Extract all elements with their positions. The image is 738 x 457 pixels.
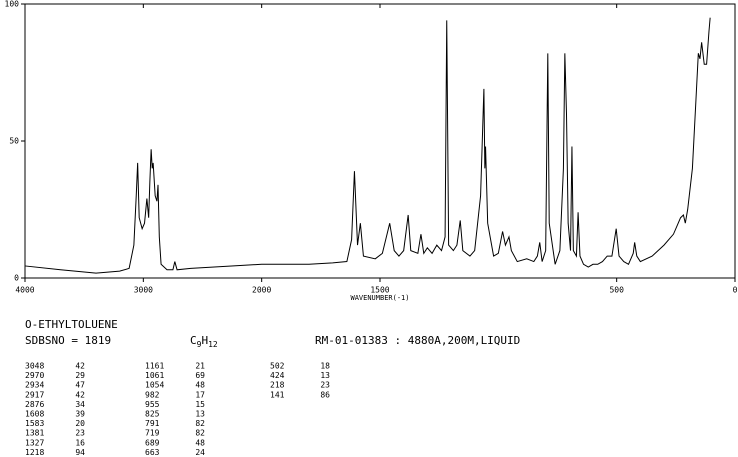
peak-intensity: 18: [320, 362, 330, 371]
y-tick-label: 0: [14, 274, 19, 283]
formula-part: 12: [208, 340, 218, 349]
peak-wavenumber: 1054: [145, 381, 164, 390]
peak-wavenumber: 2970: [25, 371, 44, 380]
peak-wavenumber: 689: [145, 438, 160, 447]
peak-intensity: 13: [320, 371, 330, 380]
peak-wavenumber: 663: [145, 448, 160, 457]
peak-wavenumber: 719: [145, 429, 160, 438]
peak-intensity: 94: [75, 448, 85, 457]
formula-part: C: [190, 334, 197, 347]
x-tick-label: 0: [733, 286, 738, 295]
peak-wavenumber: 502: [270, 362, 285, 371]
compound-name: O-ETHYLTOLUENE: [25, 318, 118, 331]
peak-intensity: 16: [75, 438, 85, 447]
peak-wavenumber: 218: [270, 381, 285, 390]
peak-intensity: 13: [195, 410, 205, 419]
formula-part: H: [201, 334, 208, 347]
peak-intensity: 23: [320, 381, 330, 390]
peak-intensity: 82: [195, 429, 205, 438]
x-tick-label: 500: [609, 286, 624, 295]
peak-wavenumber: 1381: [25, 429, 44, 438]
peak-intensity: 24: [195, 448, 205, 457]
peak-wavenumber: 2917: [25, 390, 44, 399]
conditions: RM-01-01383 : 4880A,200M,LIQUID: [315, 334, 520, 347]
peak-wavenumber: 1327: [25, 438, 44, 447]
peak-intensity: 21: [195, 362, 205, 371]
peak-wavenumber: 141: [270, 390, 285, 399]
y-tick-label: 50: [9, 137, 19, 146]
peak-intensity: 69: [195, 371, 205, 380]
peak-wavenumber: 1583: [25, 419, 44, 428]
peak-intensity: 42: [75, 390, 85, 399]
peak-intensity: 20: [75, 419, 85, 428]
peak-intensity: 15: [195, 400, 205, 409]
peak-wavenumber: 2876: [25, 400, 44, 409]
plot-frame: [24, 3, 736, 279]
peak-intensity: 47: [75, 381, 85, 390]
peak-intensity: 34: [75, 400, 85, 409]
peak-wavenumber: 1218: [25, 448, 44, 457]
peak-wavenumber: 1161: [145, 362, 164, 371]
peak-wavenumber: 1061: [145, 371, 164, 380]
peak-intensity: 82: [195, 419, 205, 428]
peak-wavenumber: 3048: [25, 362, 44, 371]
peak-wavenumber: 955: [145, 400, 160, 409]
sdbs-number: SDBSNO = 1819: [25, 334, 111, 347]
peak-intensity: 86: [320, 390, 330, 399]
peak-wavenumber: 424: [270, 371, 285, 380]
x-tick-label: 4000: [15, 286, 34, 295]
x-tick-label: 1500: [370, 286, 389, 295]
peak-intensity: 17: [195, 390, 205, 399]
formula: C9H12: [190, 334, 218, 349]
peak-intensity: 48: [195, 381, 205, 390]
formula-part: 9: [197, 340, 202, 349]
peak-wavenumber: 982: [145, 390, 160, 399]
peak-wavenumber: 791: [145, 419, 160, 428]
peak-intensity: 42: [75, 362, 85, 371]
x-tick-label: 2000: [252, 286, 271, 295]
spectrum-line: [24, 17, 711, 274]
peak-intensity: 48: [195, 438, 205, 447]
y-tick-label: 100: [5, 0, 20, 9]
peak-intensity: 23: [75, 429, 85, 438]
peak-wavenumber: 825: [145, 410, 160, 419]
peak-wavenumber: 2934: [25, 381, 44, 390]
peak-wavenumber: 1608: [25, 410, 44, 419]
x-axis-label: WAVENUMBER(-1): [350, 294, 409, 302]
x-tick-label: 3000: [134, 286, 153, 295]
peak-intensity: 39: [75, 410, 85, 419]
peak-intensity: 29: [75, 371, 85, 380]
